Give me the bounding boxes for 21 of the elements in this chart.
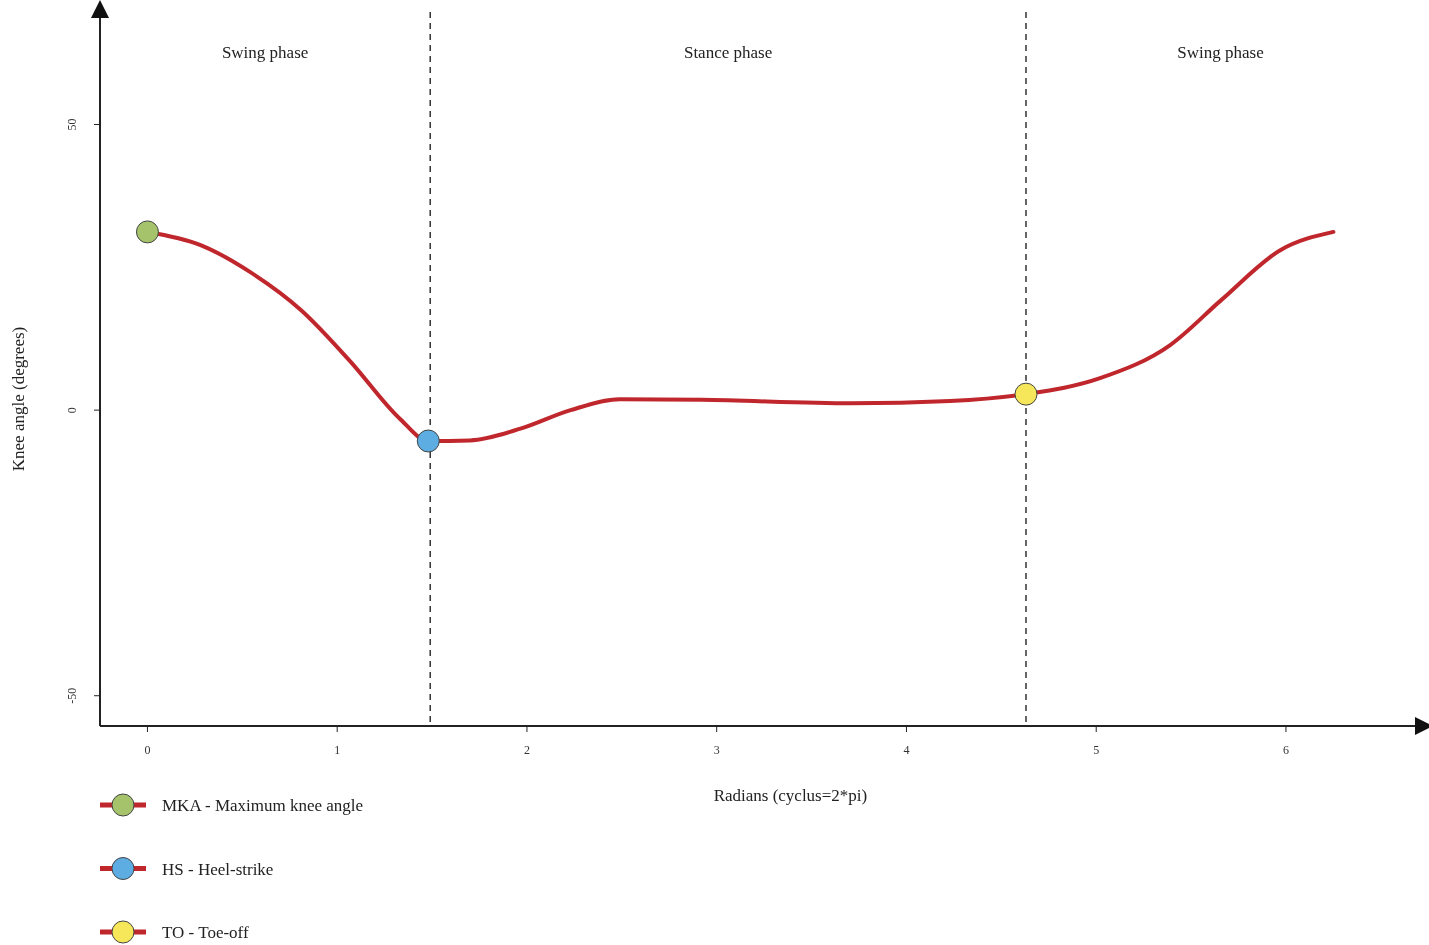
y-axis-title: Knee angle (degrees): [9, 326, 28, 472]
x-tick-label: 3: [713, 743, 720, 757]
x-tick-label: 0: [144, 743, 151, 757]
legend-label: HS - Heel-strike: [162, 859, 274, 879]
x-tick-label: 2: [523, 743, 530, 757]
x-tick-label: 1: [334, 743, 341, 757]
y-tick-label: -50: [65, 687, 79, 704]
annotation: Swing phase: [221, 43, 309, 62]
annotation: Swing phase: [1177, 43, 1264, 62]
x-tick-label: 6: [1282, 743, 1289, 757]
point: [135, 220, 159, 244]
x-tick-label: 5: [1093, 743, 1100, 757]
x-tick-label: 4: [903, 743, 910, 757]
legend-label: TO - Toe-off: [162, 923, 249, 942]
point: [1014, 382, 1038, 406]
y-tick-label: 50: [65, 118, 79, 131]
x-axis-title: Radians (cyclus=2*pi): [713, 786, 868, 805]
annotation: Stance phase: [683, 43, 773, 62]
y-tick-label: 0: [65, 407, 79, 414]
point: [416, 429, 440, 453]
legend-label: MKA - Maximum knee angle: [162, 796, 364, 815]
